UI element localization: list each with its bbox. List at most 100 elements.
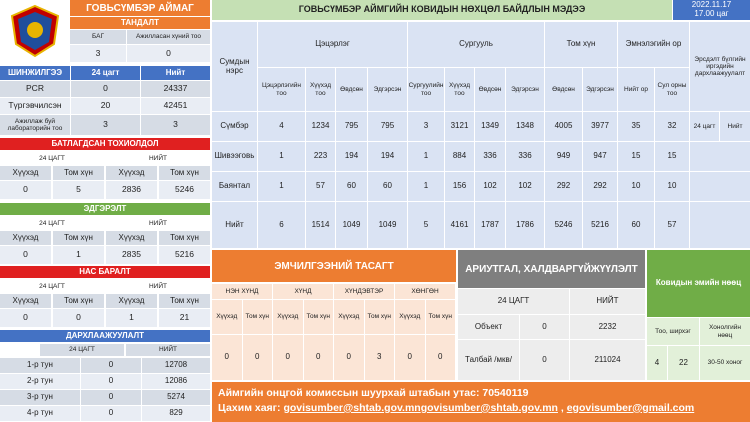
group-header: Эмнэлэгийн ор bbox=[618, 22, 689, 67]
value: 4 bbox=[647, 346, 667, 380]
value: 5216 bbox=[583, 202, 617, 248]
phone-line: Аймгийн онцгой комиссын шуурхай штабын у… bbox=[218, 387, 529, 399]
value: 35 bbox=[618, 112, 654, 141]
footer: Аймгийн онцгой комиссын шуурхай штабын у… bbox=[212, 382, 750, 422]
column-header: Том хүн bbox=[159, 166, 210, 180]
value: 884 bbox=[445, 142, 474, 171]
column-header: Эдгэрсэн bbox=[506, 68, 544, 111]
value: 1 bbox=[106, 309, 157, 327]
column-header: НИЙТ bbox=[570, 289, 645, 314]
cell bbox=[690, 172, 750, 201]
section-title: НАС БАРАЛТ bbox=[0, 266, 210, 278]
row-label: 2-р тун bbox=[0, 374, 80, 389]
value: 1787 bbox=[475, 202, 505, 248]
value: 60 bbox=[618, 202, 654, 248]
value: 5246 bbox=[159, 181, 210, 199]
column-header: Тоо, ширхэг bbox=[647, 318, 699, 345]
column-header: 24 цагт bbox=[690, 112, 719, 141]
value: 1349 bbox=[475, 112, 505, 141]
value: 1 bbox=[408, 172, 444, 201]
value: 3 bbox=[141, 115, 210, 135]
row-label: 4-р тун bbox=[0, 406, 80, 421]
value: 3 bbox=[364, 335, 394, 380]
value: 1049 bbox=[368, 202, 407, 248]
value: 0 bbox=[520, 340, 569, 380]
value: 3 bbox=[71, 115, 140, 135]
value: 4161 bbox=[445, 202, 474, 248]
cell bbox=[690, 142, 750, 171]
group-header: ХҮНД bbox=[273, 284, 333, 299]
value: 0 bbox=[81, 374, 141, 389]
value: 30-50 хоног bbox=[700, 346, 750, 380]
value: 336 bbox=[475, 142, 505, 171]
column-header: Хүүхэд bbox=[106, 231, 157, 245]
value: 0 bbox=[53, 309, 104, 327]
column-header: Сумдын нэрс bbox=[212, 22, 257, 111]
column-header: Эдгэрсэн bbox=[368, 68, 407, 111]
row-label: Нийт bbox=[212, 202, 257, 248]
period-header: НИЙТ bbox=[106, 152, 210, 165]
column-header: Хүүхэд bbox=[395, 300, 425, 334]
column-header: 24 цагт bbox=[71, 66, 140, 80]
column-header: 24 ЦАГТ bbox=[458, 289, 569, 314]
period-header: 24 ЦАГТ bbox=[0, 217, 104, 230]
value: 795 bbox=[336, 112, 367, 141]
value: 947 bbox=[583, 142, 617, 171]
value: 5246 bbox=[545, 202, 582, 248]
value: 10 bbox=[618, 172, 654, 201]
section-title: ЭМЧИЛГЭЭНИЙ ТАСАГТ bbox=[212, 250, 456, 282]
column-header: Том хүн bbox=[159, 294, 210, 308]
email[interactable]: govisumber@shtab.gov.mn bbox=[420, 401, 558, 414]
column-header: Хүүхэд bbox=[334, 300, 364, 334]
column-header: НИЙТ bbox=[126, 344, 210, 356]
section-title: ШИНЖИЛГЭЭ bbox=[0, 66, 70, 80]
value: 3 bbox=[70, 45, 126, 62]
value: 1049 bbox=[336, 202, 367, 248]
value: 0 bbox=[520, 315, 569, 339]
value: 0 bbox=[81, 406, 141, 421]
row-label: Түргэвчилсэн bbox=[0, 98, 70, 114]
row-label: Талбай /мкв/ bbox=[458, 340, 519, 380]
cell bbox=[690, 202, 750, 248]
value: 12086 bbox=[142, 374, 210, 389]
group-header: Том хүн bbox=[545, 22, 617, 67]
value: 156 bbox=[445, 172, 474, 201]
value: 829 bbox=[142, 406, 210, 421]
value: 57 bbox=[306, 172, 335, 201]
value: 102 bbox=[506, 172, 544, 201]
section-title: ЭДГЭРЭЛТ bbox=[0, 203, 210, 215]
group-header: ХӨНГӨН bbox=[395, 284, 455, 299]
value: 2232 bbox=[570, 315, 645, 339]
value: 20 bbox=[71, 98, 140, 114]
column-header: Хүүхэд тоо bbox=[306, 68, 335, 111]
group-header: Эрсдэлт бүлгийн иргэдийн дархлаажуулалт bbox=[690, 22, 750, 111]
value: 32 bbox=[655, 112, 689, 141]
group-header: Сургууль bbox=[408, 22, 544, 67]
period-header: 24 ЦАГТ bbox=[0, 280, 104, 293]
value: 24337 bbox=[141, 81, 210, 97]
value: 3977 bbox=[583, 112, 617, 141]
value: 1 bbox=[258, 142, 305, 171]
value: 0 bbox=[334, 335, 364, 380]
value: 60 bbox=[336, 172, 367, 201]
value: 949 bbox=[545, 142, 582, 171]
value: 336 bbox=[506, 142, 544, 171]
value: 0 bbox=[81, 390, 141, 405]
value: 15 bbox=[655, 142, 689, 171]
value: 194 bbox=[336, 142, 367, 171]
email[interactable]: govisumber@shtab.gov.mn bbox=[283, 401, 421, 414]
column-header: Хүүхэд bbox=[0, 166, 51, 180]
value: 0 bbox=[425, 335, 455, 380]
report-date: 2022.11.17 17.00 цаг bbox=[673, 0, 750, 20]
column-header: Том хүн bbox=[53, 294, 104, 308]
value: 0 bbox=[81, 358, 141, 373]
column-header: Сул орны тоо bbox=[655, 68, 689, 111]
column-header: Цэцэрлэгийн тоо bbox=[258, 68, 305, 111]
column-header: Хүүхэд bbox=[0, 294, 51, 308]
value: 60 bbox=[368, 172, 407, 201]
value: 12708 bbox=[142, 358, 210, 373]
column-header: Том хүн bbox=[242, 300, 272, 334]
value: 1 bbox=[258, 172, 305, 201]
email[interactable]: egovisumber@gmail.com bbox=[566, 401, 695, 414]
value: 102 bbox=[475, 172, 505, 201]
